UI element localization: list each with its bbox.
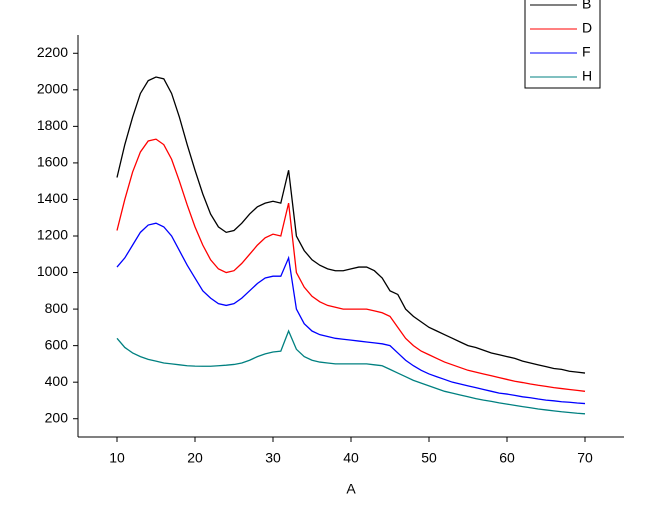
x-tick-label: 30 [265,450,281,466]
series-line [116,76,586,374]
x-axis-label: A [346,481,356,497]
legend-label: B [582,0,591,12]
y-tick-label: 2200 [37,44,68,60]
y-tick-label: 200 [45,409,69,425]
x-tick-label: 10 [109,450,125,466]
y-tick-label: 1400 [37,190,68,206]
y-tick-label: 400 [45,373,69,389]
legend-box [524,0,601,89]
y-tick-label: 1800 [37,117,68,133]
x-tick-label: 20 [187,450,203,466]
y-tick-label: 800 [45,300,69,316]
y-tick-label: 1000 [37,263,68,279]
legend-label: D [582,20,592,36]
x-tick-label: 40 [343,450,359,466]
x-tick-label: 50 [421,450,437,466]
series-line [116,329,586,415]
legend-label: F [582,44,591,60]
x-tick-label: 60 [499,450,515,466]
y-tick-label: 2000 [37,81,68,97]
y-tick-label: 1600 [37,154,68,170]
series-line [116,222,586,405]
x-tick-label: 70 [577,450,593,466]
series-line [116,138,586,392]
legend-label: H [582,68,592,84]
y-tick-label: 600 [45,336,69,352]
y-tick-label: 1200 [37,227,68,243]
